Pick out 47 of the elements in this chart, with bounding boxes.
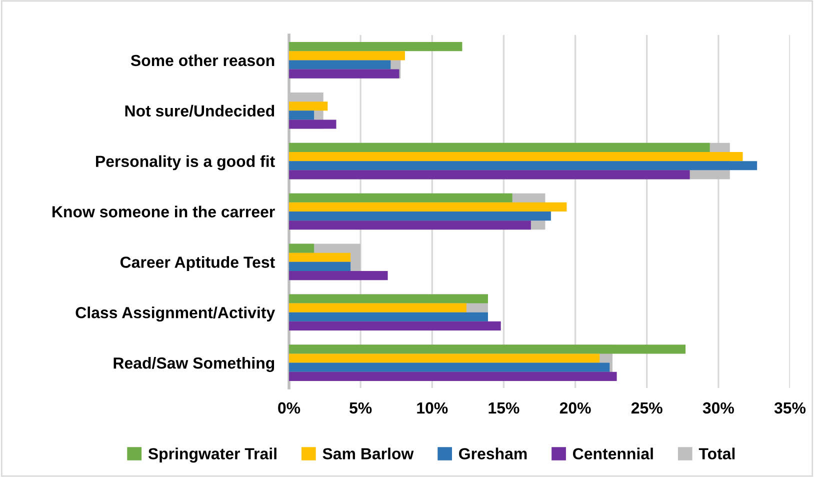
bar [289, 362, 610, 372]
bar [289, 69, 400, 78]
legend-label: Sam Barlow [322, 448, 414, 460]
x-tick-label: 10% [417, 402, 448, 414]
bar [289, 161, 758, 170]
legend-label: Gresham [459, 448, 527, 460]
x-tick-label: 20% [560, 402, 591, 414]
bar [289, 344, 686, 354]
bar [289, 220, 531, 230]
legend-label: Centennial [573, 448, 653, 460]
y-tick-label: Some other reason [130, 54, 274, 66]
bar [289, 102, 328, 111]
bar [289, 120, 336, 129]
bar [289, 354, 600, 363]
y-tick-label: Read/Saw Something [114, 357, 274, 372]
bar [289, 60, 391, 70]
x-tick-label: 5% [350, 402, 372, 414]
y-tick-label: Not sure/Undecided [125, 104, 274, 117]
bar [289, 294, 488, 304]
y-tick-label: Personality is a good fit [96, 155, 275, 170]
bar [289, 262, 351, 272]
bar [289, 303, 466, 312]
bar [289, 202, 567, 212]
legend-label: Springwater Trail [148, 448, 276, 463]
x-tick-label: 30% [702, 402, 734, 414]
x-tick-label: 0% [278, 402, 300, 414]
x-tick-label: 35% [774, 402, 806, 414]
bar [289, 51, 405, 60]
y-tick-label: Know someone in the carreer [52, 206, 275, 218]
bar [289, 271, 388, 280]
bar [289, 321, 501, 331]
bar [289, 170, 690, 180]
bar [289, 193, 512, 202]
legend-label: Total [698, 448, 735, 460]
bar [289, 244, 314, 253]
y-tick-label: Class Assignment/Activity [76, 306, 276, 322]
bar [289, 212, 551, 221]
x-tick-label: 15% [488, 402, 520, 414]
y-tick-label: Career Aptitude Test [120, 256, 275, 272]
bar [289, 42, 462, 52]
bar [289, 152, 743, 162]
bar [289, 142, 710, 152]
x-tick-label: 25% [631, 402, 662, 414]
bar [289, 312, 488, 322]
bar [289, 110, 314, 120]
bar [289, 372, 617, 381]
bar [289, 252, 351, 262]
